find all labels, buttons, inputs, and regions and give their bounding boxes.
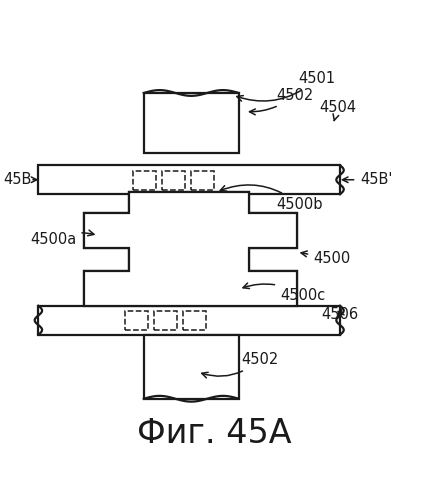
Bar bbox=[38, 166, 340, 194]
Text: Фиг. 45А: Фиг. 45А bbox=[137, 418, 291, 450]
Text: 45B': 45B' bbox=[361, 172, 393, 188]
Bar bbox=[249, 270, 297, 306]
Bar bbox=[84, 270, 129, 306]
Bar bbox=[249, 213, 297, 248]
Bar bbox=[38, 306, 340, 334]
Text: 45B: 45B bbox=[3, 172, 32, 188]
Text: 4501: 4501 bbox=[237, 71, 336, 101]
Bar bbox=[144, 334, 239, 399]
Text: 4502: 4502 bbox=[249, 88, 313, 115]
Bar bbox=[125, 310, 148, 330]
Text: 4500c: 4500c bbox=[243, 283, 325, 303]
Text: 4504: 4504 bbox=[319, 100, 357, 120]
Text: 4500: 4500 bbox=[301, 251, 350, 266]
Bar bbox=[133, 170, 156, 190]
Bar bbox=[84, 213, 129, 248]
Text: 4502: 4502 bbox=[202, 352, 278, 378]
Polygon shape bbox=[84, 192, 297, 306]
Text: 4500a: 4500a bbox=[30, 230, 94, 247]
Text: 4500b: 4500b bbox=[220, 185, 322, 212]
Bar bbox=[144, 93, 239, 153]
Text: 4506: 4506 bbox=[322, 306, 359, 322]
Bar bbox=[191, 170, 214, 190]
Bar bbox=[154, 310, 177, 330]
Bar bbox=[129, 192, 249, 306]
Bar bbox=[183, 310, 206, 330]
Bar bbox=[162, 170, 185, 190]
